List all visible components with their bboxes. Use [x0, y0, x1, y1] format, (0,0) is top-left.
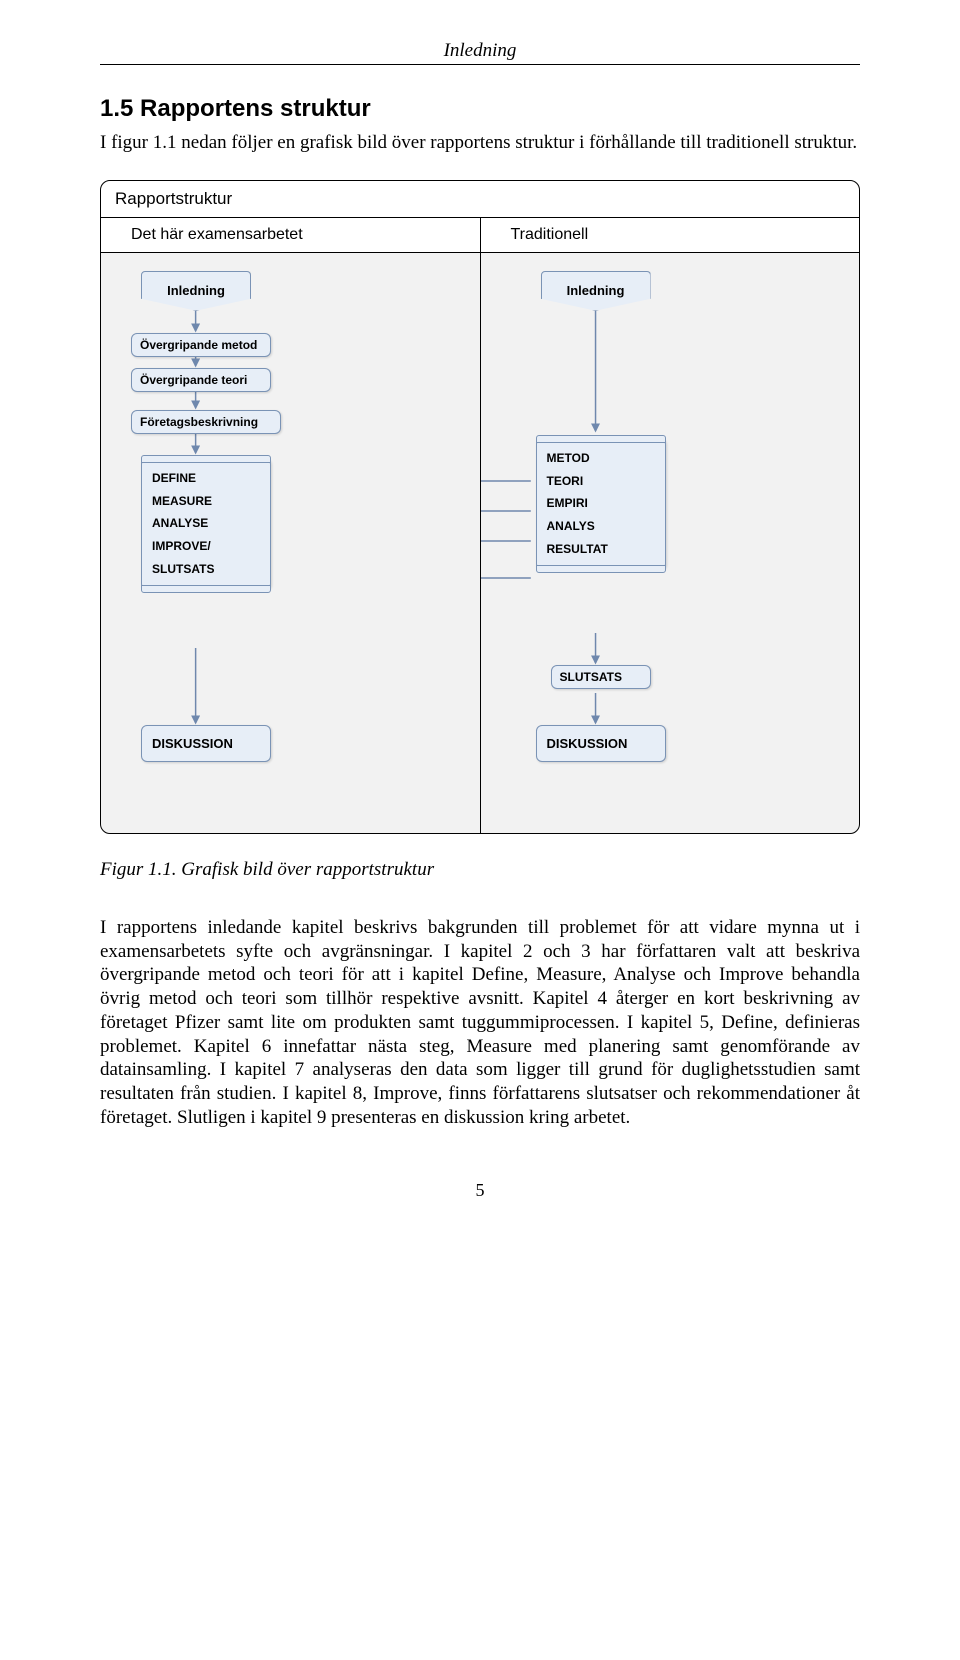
col-header-left: Det här examensarbetet [101, 218, 481, 252]
node-metod: METOD [547, 447, 655, 470]
node-teori: TEORI [547, 470, 655, 493]
section-heading: 1.5 Rapportens struktur [100, 95, 860, 123]
node-inledning-right: Inledning [541, 271, 651, 311]
section-intro: I figur 1.1 nedan följer en grafisk bild… [100, 131, 860, 155]
rapportstruktur-diagram: Rapportstruktur Det här examensarbetet T… [100, 180, 860, 834]
node-resultat: RESULTAT [547, 538, 655, 561]
node-measure: MEASURE [152, 490, 260, 513]
diagram-left-column: Inledning Övergripande metod Övergripand… [101, 253, 481, 833]
node-analyse: ANALYSE [152, 512, 260, 535]
diagram-title: Rapportstruktur [101, 181, 859, 218]
node-analys: ANALYS [547, 515, 655, 538]
node-slutsats: SLUTSATS [551, 665, 651, 689]
node-dmai-block: DEFINE MEASURE ANALYSE IMPROVE/ SLUTSATS [141, 458, 271, 590]
diagram-right-column: Inledning METOD TEORI EMPIRI ANALYS RESU… [481, 253, 860, 833]
figure-caption: Figur 1.1. Grafisk bild över rapportstru… [100, 859, 860, 881]
node-metod-block: METOD TEORI EMPIRI ANALYS RESULTAT [536, 438, 666, 570]
node-foretagsbeskrivning: Företagsbeskrivning [131, 410, 281, 434]
node-empiri: EMPIRI [547, 492, 655, 515]
col-header-right: Traditionell [481, 218, 860, 252]
node-diskussion-left: DISKUSSION [141, 725, 271, 762]
node-diskussion-right: DISKUSSION [536, 725, 666, 762]
node-inledning-left: Inledning [141, 271, 251, 311]
page-header: Inledning [100, 40, 860, 65]
node-overgripande-teori: Övergripande teori [131, 368, 271, 392]
page-number: 5 [100, 1180, 860, 1201]
node-improve: IMPROVE/ SLUTSATS [152, 535, 260, 581]
node-overgripande-metod: Övergripande metod [131, 333, 271, 357]
body-paragraph: I rapportens inledande kapitel beskrivs … [100, 916, 860, 1130]
diagram-column-headers: Det här examensarbetet Traditionell [101, 218, 859, 253]
node-define: DEFINE [152, 467, 260, 490]
